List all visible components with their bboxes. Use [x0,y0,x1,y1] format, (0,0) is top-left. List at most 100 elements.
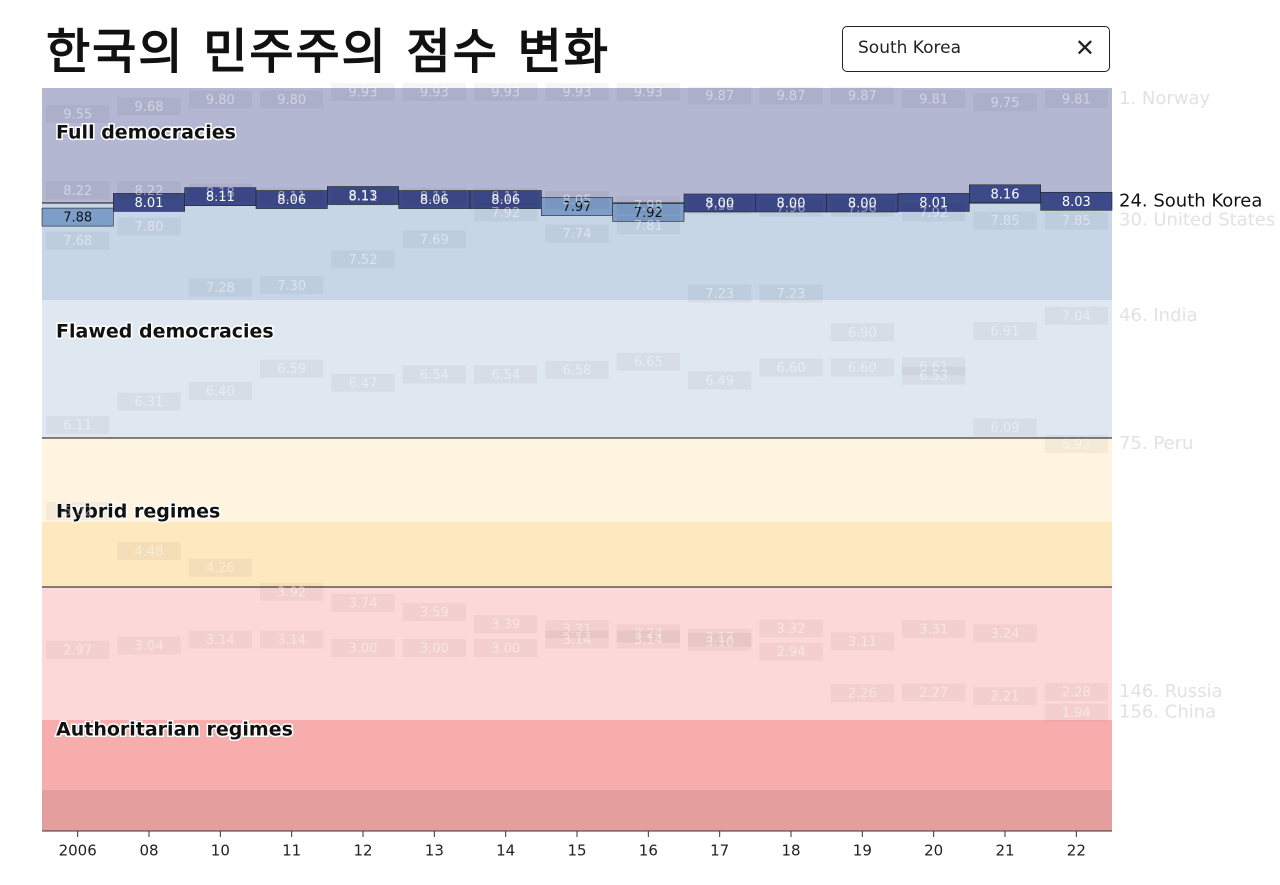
score-label: 9.87 [777,89,806,104]
score-box [545,83,609,102]
score-label: 8.16 [991,187,1020,202]
score-label: 3.14 [206,633,235,648]
score-box [331,373,395,392]
x-tick-label: 16 [639,842,658,860]
score-label: 8.00 [705,197,734,212]
score-box [260,582,324,601]
score-box [188,90,252,109]
score-box [545,360,609,379]
score-label: 7.92 [491,206,520,221]
title: 한국의 민주주의 점수 변화 [46,24,610,80]
score-box [759,619,823,638]
score-label: 4.26 [206,561,235,576]
search-box[interactable]: South Korea ✕ [842,26,1110,72]
clear-button[interactable]: ✕ [1074,34,1095,62]
score-box [46,231,110,250]
score-box [830,632,894,651]
score-label: 7.23 [705,287,734,302]
search-text[interactable]: South Korea [858,38,962,58]
score-label: 9.81 [1062,92,1091,107]
score-box [830,358,894,377]
score-label: 3.17 [705,631,734,646]
score-label: 6.61 [919,360,948,375]
score-label: 9.93 [634,86,663,101]
score-box [260,276,324,295]
score-label: 6.59 [277,362,306,377]
score-box [188,183,252,202]
score-label: 9.87 [848,89,877,104]
score-box [902,203,966,222]
score-label: 9.80 [206,93,235,108]
score-label: 2.97 [63,643,92,658]
score-box [46,640,110,659]
score-label: 7.81 [634,219,663,234]
country-label: 156. China [1119,702,1216,723]
score-label: 7.88 [63,211,92,226]
highlight-box [1040,191,1113,211]
score-box [759,358,823,377]
score-box [402,365,466,384]
score-box [902,89,966,108]
band-label: Flawed democracies [56,321,274,343]
band-bg [42,438,1112,522]
score-label: 7.04 [1062,309,1091,324]
score-label: 9.93 [420,86,449,101]
x-tick-label: 22 [1067,842,1086,860]
score-label: 3.24 [991,627,1020,642]
score-box [46,416,110,435]
score-box [830,684,894,703]
x-tick-label: 17 [710,842,729,860]
score-label: 7.52 [349,253,378,268]
score-box [688,371,752,390]
score-box [474,365,538,384]
score-label: 9.55 [63,107,92,122]
score-box [973,322,1037,341]
score-box [616,83,680,102]
score-box [46,502,110,521]
band-bg [42,587,1112,720]
x-tick-label: 12 [353,842,372,860]
x-tick-label: 21 [995,842,1014,860]
score-label: 3.14 [277,633,306,648]
score-box [188,382,252,400]
score-label: 7.92 [634,206,663,221]
score-label: 7.98 [634,199,663,214]
score-label: 6.40 [206,385,235,400]
score-box [759,284,823,303]
score-box [759,642,823,661]
score-label: 7.97 [563,200,592,215]
score-box [688,284,752,303]
x-tick-label: 10 [211,842,230,860]
score-label: 8.22 [63,184,92,199]
score-label: 7.85 [1062,214,1091,229]
score-box [46,104,110,123]
score-label: 6.60 [848,361,877,376]
score-label: 7.98 [705,199,734,214]
score-label: 7.23 [777,287,806,302]
score-box [973,211,1037,230]
score-box [545,224,609,243]
score-box [402,639,466,657]
score-label: 8.01 [919,196,948,211]
score-label: 3.59 [420,606,449,621]
score-label: 3.04 [135,639,164,654]
score-box [759,198,823,217]
score-label: 7.92 [919,206,948,221]
score-box [902,366,966,385]
score-label: 9.80 [277,93,306,108]
country-label: 146. Russia [1119,681,1223,702]
score-box [545,630,609,649]
score-label: 3.31 [563,623,592,638]
score-box [260,359,324,378]
score-box [117,542,181,561]
score-box [331,83,395,102]
score-label: 9.93 [491,86,520,101]
x-tick-label: 14 [496,842,515,860]
score-box [1044,434,1108,453]
score-box [830,86,894,105]
x-tick-label: 08 [139,842,158,860]
band-bg [42,203,1112,300]
score-label: 9.68 [135,100,164,115]
